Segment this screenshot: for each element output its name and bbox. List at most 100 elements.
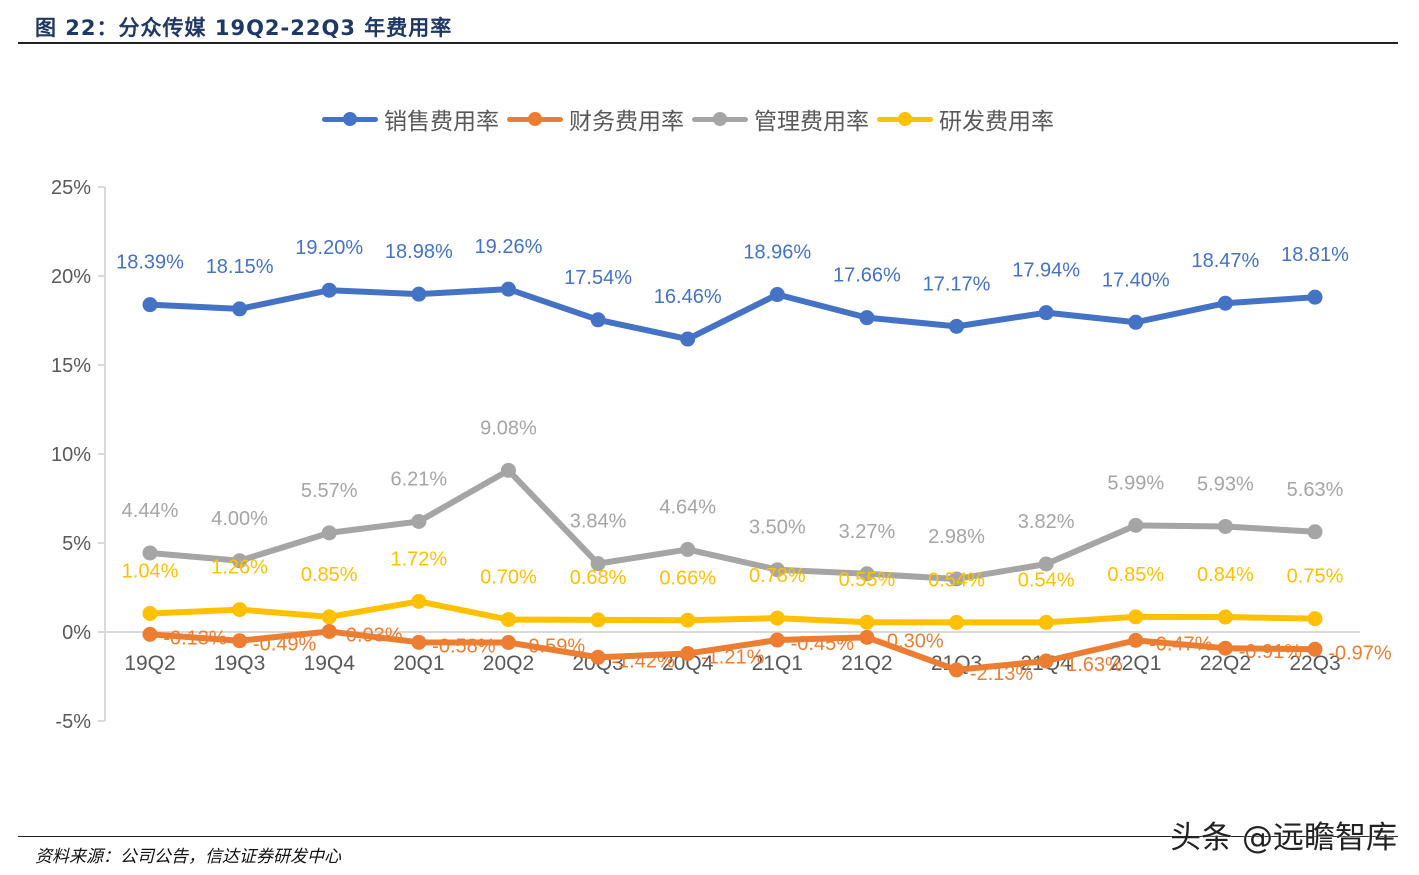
data-label: -0.30% <box>880 630 944 652</box>
legend-item-finance: 财务费用率 <box>505 102 684 136</box>
data-label: 0.03% <box>346 624 403 646</box>
data-point <box>590 612 606 628</box>
data-label: -0.91% <box>1239 641 1303 663</box>
legend-label-admin: 管理费用率 <box>754 109 869 135</box>
data-label: 4.44% <box>122 500 179 522</box>
y-tick-label: 25% <box>51 177 91 199</box>
data-point <box>859 566 875 582</box>
x-tick-label: 20Q2 <box>483 652 534 675</box>
data-point <box>1307 611 1323 627</box>
data-point <box>500 612 516 628</box>
data-point <box>1217 295 1233 311</box>
data-point <box>321 623 337 639</box>
data-point <box>142 297 158 313</box>
data-label: -0.13% <box>163 627 227 649</box>
data-point <box>680 612 696 628</box>
data-label: -2.13% <box>970 663 1034 685</box>
data-label: 18.81% <box>1281 244 1349 266</box>
data-label: 0.70% <box>480 567 537 589</box>
data-label: 5.99% <box>1107 472 1164 494</box>
data-label: -0.49% <box>253 634 317 656</box>
figure-title: 图 22：分众传媒 19Q2-22Q3 年费用率 <box>35 16 453 40</box>
data-point <box>142 605 158 621</box>
data-point <box>680 541 696 557</box>
data-label: 4.00% <box>211 508 268 530</box>
data-point <box>1217 609 1233 625</box>
y-tick-label: 10% <box>51 444 91 466</box>
x-tick-label: 20Q1 <box>393 652 444 675</box>
data-point <box>500 462 516 478</box>
data-label: 9.08% <box>480 417 537 439</box>
x-tick-label: 20Q4 <box>662 652 714 675</box>
data-point <box>1038 653 1054 669</box>
data-point <box>949 662 965 678</box>
data-point <box>411 634 427 650</box>
data-point <box>1307 641 1323 657</box>
data-label: 19.26% <box>475 236 543 258</box>
data-point <box>142 626 158 642</box>
data-label: 0.66% <box>659 567 716 589</box>
chart-legend: 销售费用率 财务费用率 管理费用率 研发费用率 <box>320 102 1054 136</box>
x-tick-label: 19Q4 <box>304 652 356 675</box>
data-point <box>1217 518 1233 534</box>
data-label: 18.98% <box>385 241 453 263</box>
data-label: 17.40% <box>1102 269 1170 291</box>
x-tick-label: 19Q2 <box>124 652 175 675</box>
data-label: -0.58% <box>432 635 496 657</box>
data-label: 18.47% <box>1191 250 1259 272</box>
data-point <box>1128 314 1144 330</box>
data-point <box>411 593 427 609</box>
data-point <box>590 649 606 665</box>
data-point <box>232 553 248 569</box>
y-tick-label: 15% <box>51 355 91 377</box>
x-tick-label: 22Q3 <box>1289 652 1340 675</box>
data-label: 6.21% <box>390 468 447 490</box>
data-label: 17.66% <box>833 265 901 287</box>
data-label: 4.64% <box>659 496 716 518</box>
data-point <box>590 556 606 572</box>
legend-label-rnd: 研发费用率 <box>939 109 1054 135</box>
data-point <box>1307 524 1323 540</box>
legend-item-sales: 销售费用率 <box>320 102 499 136</box>
data-label: -0.47% <box>1149 633 1213 655</box>
data-label: 17.17% <box>923 273 991 295</box>
data-label: -1.63% <box>1059 654 1123 676</box>
data-label: -1.42% <box>611 650 675 672</box>
data-label: -0.59% <box>522 636 586 658</box>
data-label: 5.93% <box>1197 473 1254 495</box>
data-label: 5.63% <box>1287 479 1344 501</box>
data-label: 1.26% <box>211 557 268 579</box>
data-label: 5.57% <box>301 480 358 502</box>
data-label: 0.54% <box>1018 569 1075 591</box>
data-label: 19.20% <box>295 237 363 259</box>
data-point <box>1038 305 1054 321</box>
data-point <box>1128 517 1144 533</box>
x-tick-label: 21Q2 <box>841 652 892 675</box>
series-line-3 <box>147 598 1318 626</box>
legend-label-sales: 销售费用率 <box>384 109 499 135</box>
legend-swatch-admin <box>690 109 750 129</box>
data-point <box>500 635 516 651</box>
x-tick-label: 21Q1 <box>752 652 803 675</box>
data-label: 0.85% <box>301 564 358 586</box>
data-point <box>232 301 248 317</box>
data-label: -1.21% <box>701 647 765 669</box>
data-point <box>590 312 606 328</box>
data-label: 18.96% <box>743 242 811 264</box>
data-point <box>949 571 965 587</box>
data-point <box>321 609 337 625</box>
data-point <box>769 632 785 648</box>
data-point <box>1217 640 1233 656</box>
data-label: 0.68% <box>570 567 627 589</box>
data-label: 0.75% <box>1287 566 1344 588</box>
data-label: 2.98% <box>928 526 985 548</box>
data-label: 0.55% <box>839 569 896 591</box>
data-point <box>232 633 248 649</box>
y-tick-label: 0% <box>62 622 91 644</box>
data-point <box>680 646 696 662</box>
data-point <box>1307 289 1323 305</box>
data-label: 0.84% <box>1197 564 1254 586</box>
data-point <box>500 281 516 297</box>
data-point <box>232 602 248 618</box>
